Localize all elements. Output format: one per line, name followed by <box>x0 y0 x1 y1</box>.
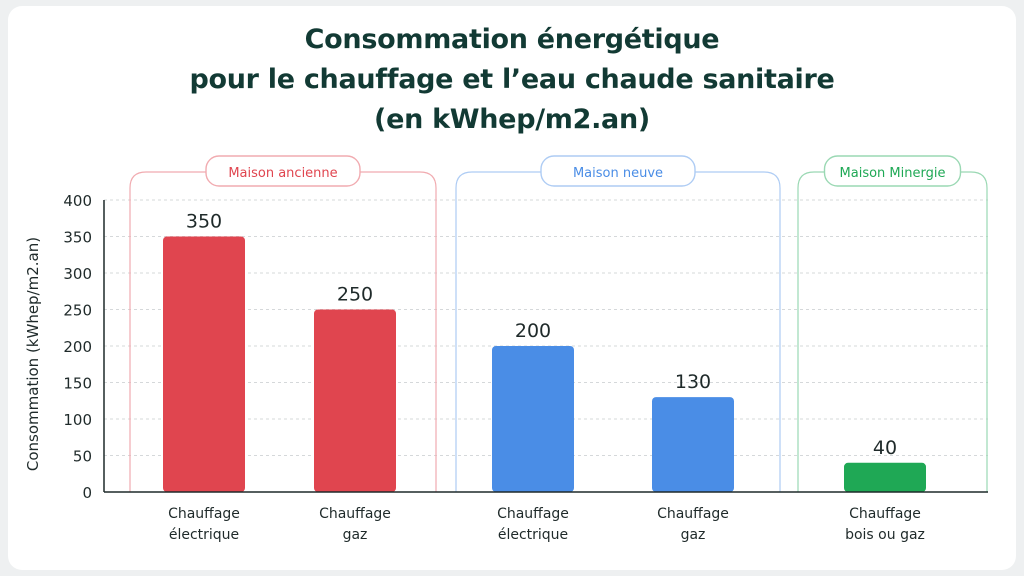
bar <box>844 462 926 492</box>
y-tick-label: 200 <box>63 338 92 356</box>
y-tick-label: 300 <box>63 265 92 283</box>
bar-value-label: 40 <box>873 437 897 459</box>
y-axis-label: Consommation (kWhep/m2.an) <box>24 237 42 471</box>
bar <box>163 236 245 492</box>
x-tick-label: gaz <box>681 527 706 543</box>
group-label-pill <box>205 155 361 187</box>
y-tick-label: 350 <box>63 229 92 247</box>
chart-title-line-1: Consommation énergétique <box>304 24 720 55</box>
x-tick-label: Chauffage <box>849 506 921 522</box>
y-tick-label: 400 <box>63 192 92 210</box>
chart-title-line-3: (en kWhep/m2.an) <box>374 104 650 135</box>
x-tick-label: électrique <box>498 527 568 543</box>
bar <box>492 346 574 492</box>
x-tick-label: Chauffage <box>657 506 729 522</box>
y-tick-label: 250 <box>63 302 92 320</box>
x-tick-label: Chauffage <box>319 506 391 522</box>
y-tick-label: 150 <box>63 375 92 393</box>
y-tick-label: 100 <box>63 411 92 429</box>
group-label: Maison ancienne <box>228 166 337 181</box>
group-label-pill <box>823 155 962 187</box>
x-tick-label: électrique <box>169 527 239 543</box>
bar-value-label: 250 <box>337 284 373 306</box>
bar-value-label: 130 <box>675 371 711 393</box>
chart-title: Consommation énergétique pour le chauffa… <box>0 20 1024 140</box>
x-tick-label: Chauffage <box>497 506 569 522</box>
bar <box>652 397 734 492</box>
group-label: Maison neuve <box>573 166 663 181</box>
bar-value-label: 200 <box>515 320 551 342</box>
x-tick-label: gaz <box>343 527 368 543</box>
group-label-pill <box>540 155 696 187</box>
x-tick-label: bois ou gaz <box>845 527 925 543</box>
y-tick-label: 0 <box>82 484 92 502</box>
bar <box>314 309 396 492</box>
bar-value-label: 350 <box>186 211 222 233</box>
y-tick-label: 50 <box>73 448 92 466</box>
chart-title-line-2: pour le chauffage et l’eau chaude sanita… <box>189 64 835 95</box>
x-tick-label: Chauffage <box>168 506 240 522</box>
group-label: Maison Minergie <box>840 166 946 181</box>
